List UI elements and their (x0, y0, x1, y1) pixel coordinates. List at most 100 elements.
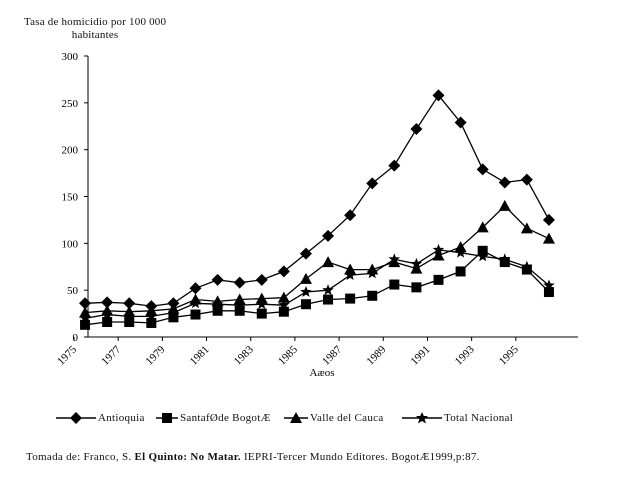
data-point-2-16 (432, 249, 445, 261)
y-tick-label: 50 (67, 285, 79, 297)
data-point-3-15 (410, 257, 423, 269)
data-point-1-0 (80, 319, 91, 330)
data-point-2-21 (542, 232, 555, 244)
data-point-1-13 (367, 290, 378, 301)
data-point-0-9 (277, 265, 290, 278)
data-point-3-5 (189, 297, 202, 309)
data-point-0-19 (498, 176, 511, 189)
data-point-2-17 (454, 241, 467, 253)
x-tick-label: 1987 (320, 343, 344, 367)
source-caption: Tomada de: Franco, S. El Quinto: No Mata… (26, 451, 480, 463)
data-point-0-10 (299, 247, 312, 260)
x-tick-label: 1977 (99, 343, 123, 367)
data-point-1-4 (168, 312, 179, 323)
data-point-3-19 (499, 253, 511, 265)
y-axis-label-line1: Tasa de homicidio por 100 000 (24, 16, 167, 28)
data-point-0-17 (454, 116, 467, 129)
data-point-3-9 (278, 299, 290, 310)
data-point-1-5 (190, 309, 201, 320)
y-axis-label-line2: habitantes (71, 29, 119, 41)
data-point-0-12 (344, 209, 357, 222)
data-point-3-3 (145, 310, 157, 322)
data-point-0-15 (410, 123, 423, 136)
data-point-1-9 (278, 306, 289, 317)
data-point-3-14 (388, 253, 400, 265)
data-point-3-1 (101, 308, 113, 320)
data-point-0-5 (189, 282, 202, 295)
data-point-3-7 (234, 299, 246, 310)
data-point-2-7 (233, 293, 246, 305)
series-line-1 (84, 250, 550, 326)
y-tick-label: 0 (73, 332, 79, 344)
data-point-2-3 (145, 304, 158, 316)
data-point-0-2 (123, 297, 136, 310)
data-point-1-21 (543, 287, 554, 298)
caption-suffix: IEPRI-Tercer Mundo Editores. BogotÆ1999,… (240, 451, 480, 463)
y-axis-ticks: 0 50 100 150 200 250 300 (62, 51, 88, 344)
legend-item-valle: Valle del Cauca (284, 410, 384, 426)
data-point-2-15 (410, 262, 423, 274)
data-point-3-0 (79, 312, 91, 324)
data-point-1-7 (234, 305, 245, 316)
y-tick-label: 200 (62, 145, 79, 157)
legend-item-antioquia: Antioquia (56, 410, 145, 426)
y-axis-label: Tasa de homicidio por 100 000 habitantes (24, 16, 166, 42)
data-point-1-14 (389, 279, 400, 290)
legend-item-total: Total Nacional (402, 410, 513, 426)
data-point-0-21 (542, 213, 555, 226)
data-point-3-6 (211, 298, 224, 310)
series-lines (84, 94, 550, 326)
x-tick-label: 1975 (55, 343, 79, 367)
data-point-3-16 (432, 243, 445, 255)
x-tick-label: 1985 (276, 343, 300, 367)
data-point-1-10 (300, 299, 311, 310)
data-point-1-11 (323, 294, 334, 305)
data-point-2-8 (255, 292, 268, 304)
data-point-1-6 (212, 305, 223, 316)
data-point-3-17 (454, 246, 467, 258)
data-point-1-15 (411, 282, 422, 293)
series-line-0 (84, 94, 550, 307)
legend-label-valle: Valle del Cauca (310, 412, 384, 424)
data-point-3-8 (256, 298, 268, 310)
data-point-0-6 (211, 273, 224, 286)
data-point-1-17 (455, 266, 466, 277)
data-point-2-12 (344, 263, 357, 275)
x-tick-label: 1981 (188, 344, 212, 368)
legend-label-total: Total Nacional (444, 412, 514, 424)
data-point-0-18 (476, 163, 489, 176)
data-point-3-20 (521, 260, 533, 272)
data-point-3-4 (167, 306, 180, 318)
x-tick-label: 1995 (497, 343, 521, 367)
x-tick-label: 1993 (453, 343, 477, 367)
data-point-0-8 (255, 273, 268, 286)
data-point-3-13 (366, 267, 378, 279)
y-tick-label: 150 (62, 192, 79, 204)
data-point-2-9 (277, 291, 290, 303)
y-tick-label: 250 (62, 98, 79, 110)
x-axis-ticks: 1975 1977 1979 1981 1983 1985 1987 1989 1991 1993… (55, 337, 521, 368)
data-point-0-13 (366, 177, 379, 190)
y-tick-label: 300 (62, 51, 79, 63)
data-point-3-2 (123, 310, 135, 322)
data-point-3-18 (477, 250, 489, 262)
data-point-3-21 (543, 279, 555, 291)
x-axis-label: Aæos (309, 367, 334, 379)
data-point-2-18 (476, 221, 489, 233)
y-tick-label: 100 (62, 238, 79, 250)
data-point-3-12 (344, 269, 356, 280)
data-point-0-11 (322, 229, 335, 242)
data-point-2-11 (322, 256, 335, 268)
x-tick-label: 1991 (409, 344, 433, 368)
series-line-2 (84, 204, 550, 314)
data-point-0-1 (101, 296, 114, 309)
x-tick-label: 1989 (364, 343, 388, 367)
caption-prefix: Tomada de: Franco, S. (26, 451, 135, 463)
data-point-1-2 (124, 317, 135, 328)
data-point-1-3 (146, 317, 157, 328)
data-point-0-0 (79, 297, 92, 310)
legend-item-bogota: SantafØde BogotÆ (156, 410, 271, 426)
data-point-1-16 (433, 274, 444, 285)
data-point-0-16 (432, 89, 445, 102)
data-point-2-19 (498, 199, 511, 211)
